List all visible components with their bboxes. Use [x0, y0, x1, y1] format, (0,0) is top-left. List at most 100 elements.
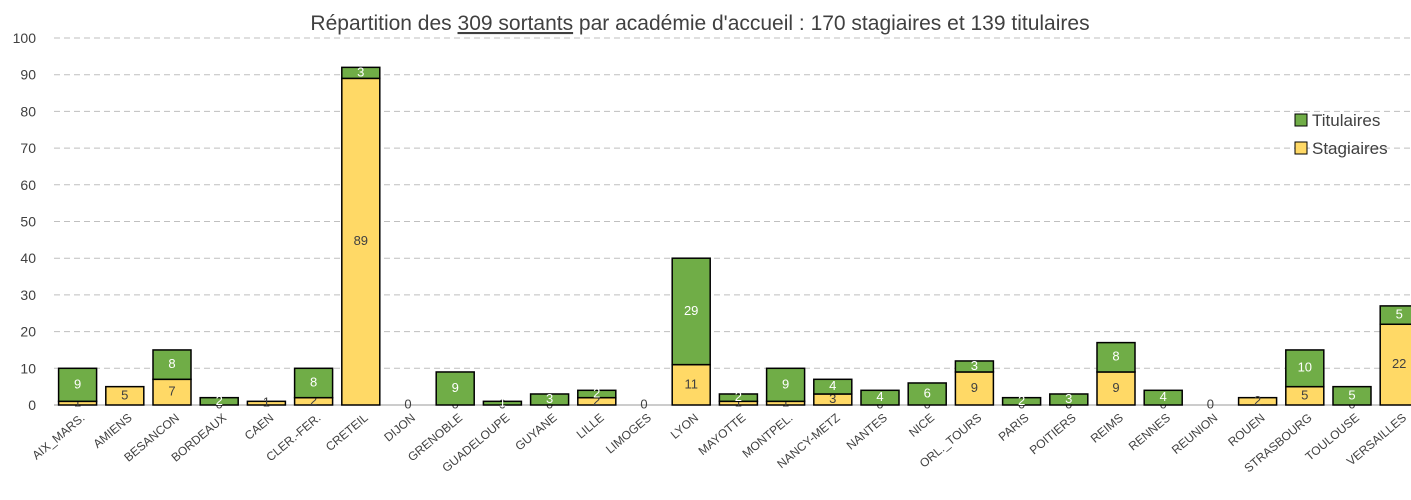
bar-segment: [671, 363, 711, 406]
data-label: 3: [829, 391, 836, 406]
data-label: 3: [971, 358, 978, 373]
data-label: 2: [593, 393, 600, 408]
data-label: 0: [640, 396, 647, 411]
data-label: 8: [168, 356, 175, 371]
chart-title: Répartition des 309 sortants par académi…: [310, 12, 1089, 35]
legend-label: Stagiaires: [1312, 139, 1388, 158]
legend-label: Titulaires: [1312, 111, 1380, 130]
data-label: 9: [452, 380, 459, 395]
title-part: Répartition des: [310, 12, 457, 35]
y-tick-label: 40: [20, 250, 36, 266]
x-tick-label: REUNION: [1169, 411, 1220, 457]
data-label: 10: [1298, 360, 1312, 375]
data-label: 3: [1065, 391, 1072, 406]
bar-segment: [860, 389, 900, 406]
title-part: par académie d'accueil : 170 stagiaires …: [573, 12, 1089, 35]
y-tick-label: 70: [20, 140, 36, 156]
y-tick-label: 30: [20, 287, 36, 303]
data-label: 4: [1160, 389, 1167, 404]
data-label: 1: [499, 395, 506, 410]
bar-segment: [152, 349, 192, 381]
data-label: 11: [684, 376, 698, 391]
bar-segment: [954, 360, 995, 373]
data-label: 2: [216, 393, 223, 408]
y-tick-label: 80: [20, 103, 36, 119]
data-label: 1: [263, 395, 270, 410]
bar-segment: [1096, 371, 1136, 406]
bar-segment: [341, 77, 381, 406]
data-label: 9: [74, 376, 81, 391]
data-label: 2: [1254, 393, 1261, 408]
x-tick-label: PARIS: [996, 411, 1032, 444]
data-label: 5: [1348, 387, 1355, 402]
bar-segment: [57, 367, 98, 403]
data-label: 2: [1018, 393, 1025, 408]
legend-swatch: [1294, 141, 1308, 155]
x-tick-label: POITIERS: [1027, 411, 1079, 458]
bar-segment: [718, 393, 759, 403]
title-part: 309 sortants: [458, 12, 574, 35]
data-label: 4: [829, 378, 836, 393]
x-tick-label: LIMOGES: [603, 411, 654, 457]
data-label: 22: [1392, 356, 1406, 371]
x-tick-label: REIMS: [1088, 411, 1126, 446]
data-label: 3: [357, 64, 364, 79]
data-label: 9: [1112, 380, 1119, 395]
y-tick-label: 20: [20, 324, 36, 340]
y-tick-label: 50: [20, 214, 36, 230]
bar-segment: [907, 382, 947, 406]
bar-segment: [671, 257, 711, 366]
x-tick-label: AMIENS: [90, 411, 134, 451]
bar-segment: [199, 396, 239, 406]
bar-segment: [1379, 323, 1411, 406]
data-label: 9: [782, 376, 789, 391]
data-label: 2: [310, 393, 317, 408]
y-tick-label: 90: [20, 67, 36, 83]
bar-segment: [105, 385, 145, 406]
data-label: 1: [735, 395, 742, 410]
bar-segment: [1049, 393, 1089, 406]
data-label: 5: [121, 387, 128, 402]
data-label: 4: [876, 389, 883, 404]
bar-segment: [1332, 385, 1372, 406]
data-label: 3: [546, 391, 553, 406]
x-tick-label: NICE: [906, 411, 937, 440]
bar-segment: [577, 389, 617, 399]
data-label: 29: [684, 303, 698, 318]
y-tick-label: 0: [28, 397, 36, 413]
data-label: 0: [404, 396, 411, 411]
data-label: 1: [74, 395, 81, 410]
data-label: 8: [1112, 349, 1119, 364]
data-label: 2: [593, 385, 600, 400]
bar-segment: [1379, 305, 1411, 326]
data-label: 7: [168, 384, 175, 399]
data-label: 6: [924, 385, 931, 400]
bar-segment: [1001, 396, 1042, 406]
y-tick-label: 60: [20, 177, 36, 193]
x-tick-label: GUYANE: [512, 411, 559, 454]
data-label: 89: [354, 233, 368, 248]
bar-segment: [813, 378, 853, 395]
x-tick-label: DIJON: [381, 411, 418, 445]
bar-segment: [482, 400, 523, 406]
bar-segment: [435, 371, 475, 406]
data-label: 5: [1301, 387, 1308, 402]
bar-segment: [1143, 389, 1183, 406]
data-label: 5: [1396, 307, 1403, 322]
bar-segment: [1096, 341, 1136, 373]
bar-segment: [341, 66, 381, 80]
x-tick-label: RENNES: [1126, 411, 1173, 454]
x-tick-label: AIX_MARS.: [29, 411, 87, 463]
bar-segment: [1285, 349, 1325, 388]
data-label: 1: [782, 395, 789, 410]
bar-segment: [246, 400, 287, 406]
bar-segment: [1237, 396, 1278, 406]
x-tick-label: ROUEN: [1225, 411, 1267, 450]
x-tick-label: NANTES: [844, 411, 890, 453]
data-label: 9: [971, 380, 978, 395]
x-tick-label: LILLE: [574, 411, 607, 442]
x-tick-label: LYON: [668, 411, 701, 442]
x-tick-label: CAEN: [242, 411, 277, 443]
data-label: 2: [735, 389, 742, 404]
